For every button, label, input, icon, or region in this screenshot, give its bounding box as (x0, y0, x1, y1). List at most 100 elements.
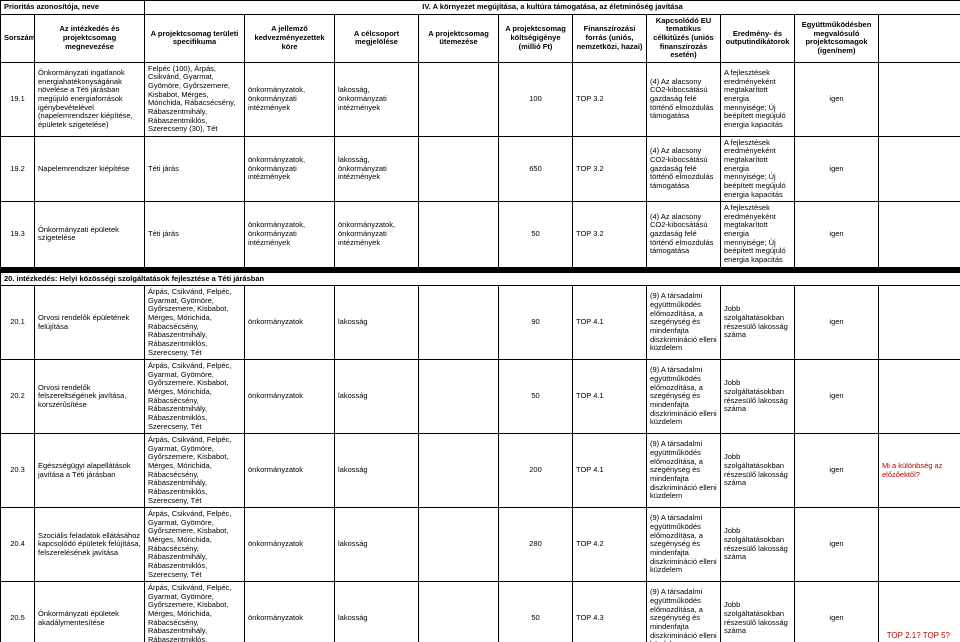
h-extra (879, 14, 960, 62)
cell-utem (419, 136, 499, 201)
cell-utem (419, 434, 499, 508)
cell-fin: TOP 3.2 (573, 202, 647, 267)
table-row: 20.2 Orvosi rendelők felszereltségének j… (1, 360, 960, 434)
cell-nev: Önkormányzati épületek szigetelése (35, 202, 145, 267)
cell-ktg: 90 (499, 286, 573, 360)
section-20: 20. intézkedés: Helyi közösségi szolgált… (1, 272, 960, 286)
cell-egy: igen (795, 434, 879, 508)
cell-ter: Felpéc (100), Árpás, Csikvánd, Gyarmat, … (145, 62, 245, 136)
cell-kedv: önkormányzatok, önkormányzati intézménye… (245, 62, 335, 136)
cell-ter: Téti járás (145, 136, 245, 201)
main-table: Prioritás azonosítója, neve IV. A környe… (0, 0, 960, 642)
cell-ind: Jobb szolgáltatásokban részesülő lakossá… (721, 286, 795, 360)
h-ind: Eredmény- és outputindikátorok (721, 14, 795, 62)
cell-ter: Árpás, Csikvánd, Felpéc, Gyarmat, Gyömör… (145, 508, 245, 582)
cell-egy: igen (795, 62, 879, 136)
title-left: Prioritás azonosítója, neve (1, 1, 145, 15)
extra-empty (879, 508, 960, 582)
cell-cel: lakosság, önkormányzati intézmények (335, 136, 419, 201)
cell-egy: igen (795, 202, 879, 267)
cell-utem (419, 360, 499, 434)
h-cel: A célcsoport megjelölése (335, 14, 419, 62)
cell-fin: TOP 4.1 (573, 286, 647, 360)
table-row: 19.3 Önkormányzati épületek szigetelése … (1, 202, 960, 267)
cell-cel: lakosság (335, 582, 419, 642)
cell-egy: igen (795, 360, 879, 434)
cell-kedv: önkormányzatok, önkormányzati intézménye… (245, 136, 335, 201)
cell-ktg: 50 (499, 360, 573, 434)
cell-sorszam: 20.2 (1, 360, 35, 434)
cell-sorszam: 20.3 (1, 434, 35, 508)
h-utem: A projektcsomag ütemezése (419, 14, 499, 62)
h-ktg: A projektcsomag költségigénye (millió Ft… (499, 14, 573, 62)
cell-eu: (9) A társadalmi együttműködés előmozdít… (647, 508, 721, 582)
table-row: 20.5 Önkormányzati épületek akadálymente… (1, 582, 960, 642)
extra-empty (879, 360, 960, 434)
cell-ter: Árpás, Csikvánd, Felpéc, Gyarmat, Gyömör… (145, 286, 245, 360)
h-fin: Finanszírozási forrás (uniós, nemzetközi… (573, 14, 647, 62)
cell-ind: Jobb szolgáltatásokban részesülő lakossá… (721, 360, 795, 434)
cell-egy: igen (795, 582, 879, 642)
cell-sorszam: 20.1 (1, 286, 35, 360)
cell-utem (419, 508, 499, 582)
cell-kedv: önkormányzatok (245, 434, 335, 508)
h-sorszam: Sorszám (1, 14, 35, 62)
cell-sorszam: 19.3 (1, 202, 35, 267)
cell-ktg: 200 (499, 434, 573, 508)
cell-fin: TOP 3.2 (573, 62, 647, 136)
cell-kedv: önkormányzatok (245, 360, 335, 434)
cell-kedv: önkormányzatok (245, 582, 335, 642)
cell-ter: Árpás, Csikvánd, Felpéc, Gyarmat, Gyömör… (145, 582, 245, 642)
extra-empty (879, 62, 960, 136)
cell-fin: TOP 4.1 (573, 434, 647, 508)
table-row: 20.1 Orvosi rendelők épületének felújítá… (1, 286, 960, 360)
cell-nev: Szociális feladatok ellátásához kapcsoló… (35, 508, 145, 582)
cell-ind: A fejlesztések eredményeként megtakaríto… (721, 202, 795, 267)
cell-ind: A fejlesztések eredményeként megtakaríto… (721, 62, 795, 136)
header-row: Sorszám Az intézkedés és projektcsomag m… (1, 14, 960, 62)
cell-nev: Orvosi rendelők épületének felújítása (35, 286, 145, 360)
cell-eu: (4) Az alacsony CO2-kibocsátású gazdaság… (647, 202, 721, 267)
cell-eu: (9) A társadalmi együttműködés előmozdít… (647, 360, 721, 434)
cell-cel: lakosság (335, 286, 419, 360)
cell-utem (419, 286, 499, 360)
cell-fin: TOP 4.1 (573, 360, 647, 434)
cell-cel: önkormányzatok, önkormányzati intézménye… (335, 202, 419, 267)
cell-utem (419, 582, 499, 642)
cell-ind: Jobb szolgáltatásokban részesülő lakossá… (721, 508, 795, 582)
cell-ind: Jobb szolgáltatásokban részesülő lakossá… (721, 582, 795, 642)
section-20-label: 20. intézkedés: Helyi közösségi szolgált… (1, 272, 960, 286)
cell-cel: lakosság, önkormányzati intézmények (335, 62, 419, 136)
cell-egy: igen (795, 136, 879, 201)
cell-kedv: önkormányzatok (245, 508, 335, 582)
h-nev: Az intézkedés és projektcsomag megnevezé… (35, 14, 145, 62)
cell-sorszam: 20.4 (1, 508, 35, 582)
cell-nev: Napelemrendszer kiépítése (35, 136, 145, 201)
h-kedv: A jellemző kedvezményezettek köre (245, 14, 335, 62)
bottom-note: TOP 2.1? TOP 5? (887, 631, 950, 640)
cell-sorszam: 19.2 (1, 136, 35, 201)
cell-ktg: 650 (499, 136, 573, 201)
cell-utem (419, 62, 499, 136)
cell-egy: igen (795, 508, 879, 582)
cell-cel: lakosság (335, 434, 419, 508)
extra-note: Mi a különbség az előzőektől? (879, 434, 960, 508)
cell-eu: (9) A társadalmi együttműködés előmozdít… (647, 582, 721, 642)
table-row: 19.2 Napelemrendszer kiépítése Téti járá… (1, 136, 960, 201)
table-row: 19.1 Önkormányzati ingatlanok energiahat… (1, 62, 960, 136)
cell-nev: Egészségügyi alapellátások javítása a Té… (35, 434, 145, 508)
cell-ind: A fejlesztések eredményeként megtakaríto… (721, 136, 795, 201)
cell-ter: Árpás, Csikvánd, Felpéc, Gyarmat, Gyömör… (145, 434, 245, 508)
title-row: Prioritás azonosítója, neve IV. A környe… (1, 1, 960, 15)
extra-empty (879, 202, 960, 267)
cell-ind: Jobb szolgáltatásokban részesülő lakossá… (721, 434, 795, 508)
cell-sorszam: 20.5 (1, 582, 35, 642)
cell-ktg: 50 (499, 202, 573, 267)
cell-kedv: önkormányzatok, önkormányzati intézménye… (245, 202, 335, 267)
cell-fin: TOP 3.2 (573, 136, 647, 201)
h-eu: Kapcsolódó EU tematikus célkitűzés (unió… (647, 14, 721, 62)
cell-sorszam: 19.1 (1, 62, 35, 136)
cell-cel: lakosság (335, 508, 419, 582)
cell-utem (419, 202, 499, 267)
cell-fin: TOP 4.3 (573, 582, 647, 642)
